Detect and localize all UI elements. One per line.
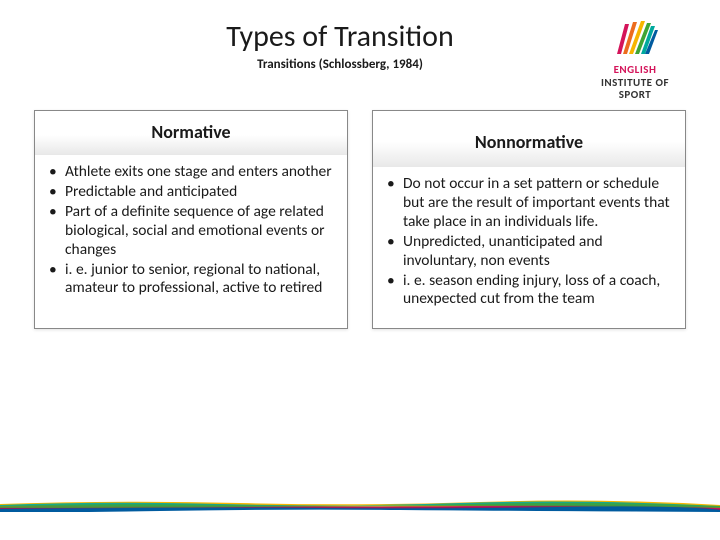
- logo-text: ENGLISH INSTITUTE OF SPORT: [601, 64, 669, 102]
- logo-line1: ENGLISH: [614, 63, 657, 76]
- nonnormative-body: Do not occur in a set pattern or schedul…: [373, 167, 685, 328]
- footer-stripe: [0, 500, 720, 512]
- nonnormative-list: Do not occur in a set pattern or schedul…: [385, 175, 673, 309]
- logo-line3: SPORT: [619, 88, 652, 101]
- list-item: i. e. junior to senior, regional to nati…: [47, 261, 335, 299]
- logo-line2: INSTITUTE OF: [601, 76, 669, 89]
- normative-body: Athlete exits one stage and enters anoth…: [35, 155, 347, 317]
- list-item: i. e. season ending injury, loss of a co…: [385, 272, 673, 310]
- normative-column: Normative Athlete exits one stage and en…: [34, 110, 348, 329]
- eis-logo: ENGLISH INSTITUTE OF SPORT: [580, 18, 690, 108]
- list-item: Athlete exits one stage and enters anoth…: [47, 163, 335, 182]
- logo-mark-icon: [611, 18, 659, 60]
- nonnormative-column: Nonnormative Do not occur in a set patte…: [372, 110, 686, 329]
- nonnormative-header: Nonnormative: [373, 111, 685, 167]
- normative-header: Normative: [35, 111, 347, 155]
- slide: ENGLISH INSTITUTE OF SPORT Types of Tran…: [0, 0, 720, 540]
- columns-container: Normative Athlete exits one stage and en…: [30, 110, 690, 329]
- list-item: Part of a definite sequence of age relat…: [47, 203, 335, 260]
- list-item: Predictable and anticipated: [47, 183, 335, 202]
- list-item: Do not occur in a set pattern or schedul…: [385, 175, 673, 232]
- list-item: Unpredicted, unanticipated and involunta…: [385, 233, 673, 271]
- normative-list: Athlete exits one stage and enters anoth…: [47, 163, 335, 298]
